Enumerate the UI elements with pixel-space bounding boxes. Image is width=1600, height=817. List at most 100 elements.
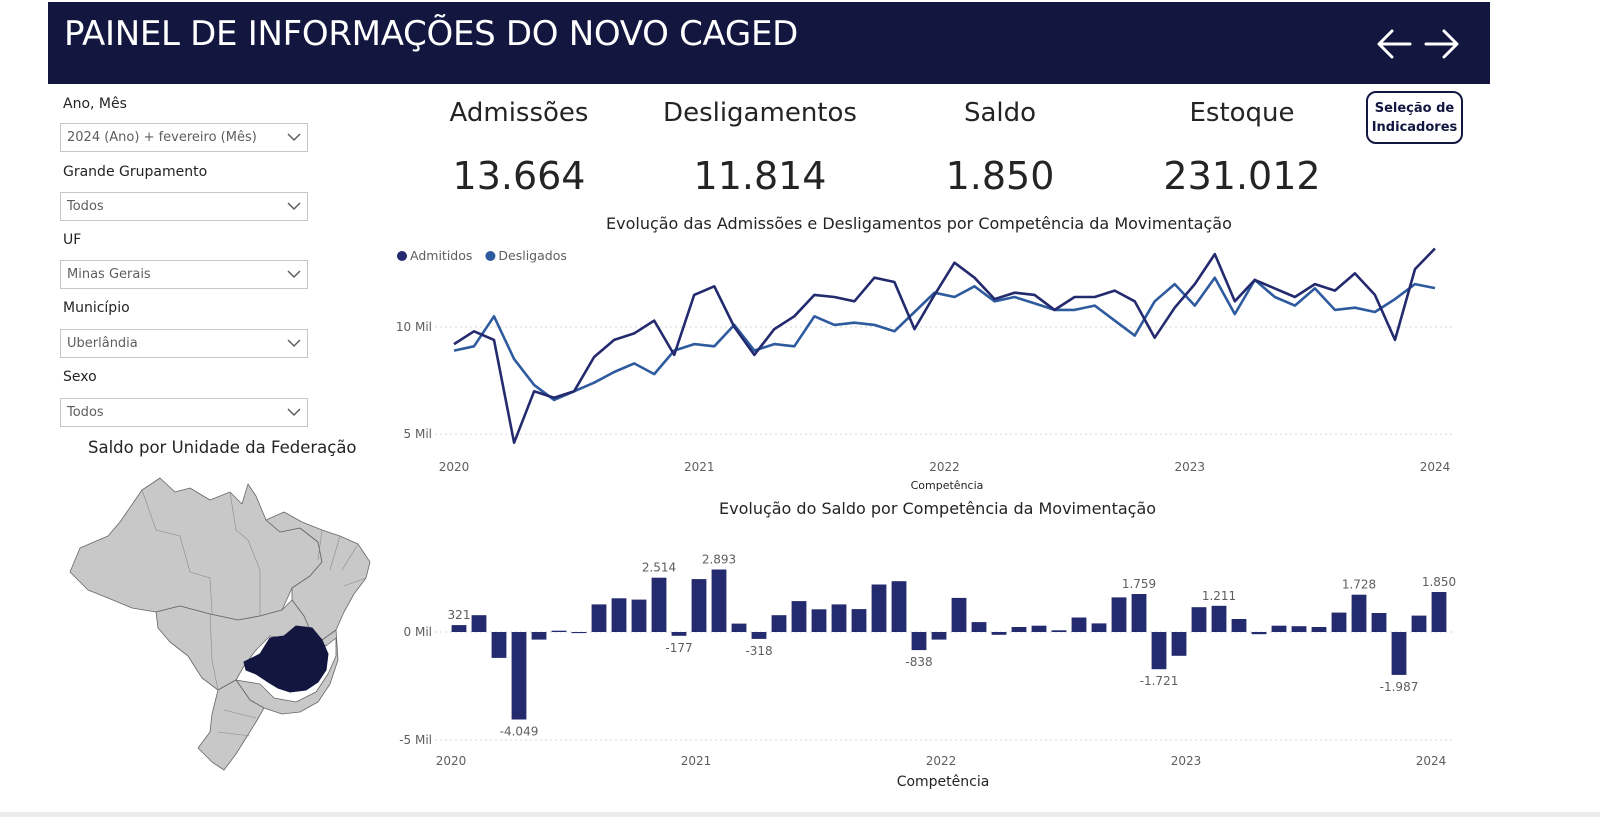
line-chart-title: Evolução das Admissões e Desligamentos p… xyxy=(606,214,1232,233)
kpi-title-desligamentos: Desligamentos xyxy=(663,98,857,128)
map-state-south[interactable] xyxy=(197,679,265,771)
bar-2020-01 xyxy=(451,625,467,632)
bar-2020-08 xyxy=(591,604,607,632)
bar-2021-04 xyxy=(751,632,767,639)
filter-select-sexo[interactable]: Todos xyxy=(60,398,308,427)
map-border xyxy=(141,489,213,615)
bar-2021-09 xyxy=(851,609,867,632)
bar-chart: -5 Mil 0 Mil 2020 2021 2022 2023 2024 Competênc… xyxy=(399,553,1456,790)
legend-label: Desligados xyxy=(498,248,566,263)
bar-2021-01 xyxy=(691,579,707,632)
bar-2020-10 xyxy=(631,599,647,632)
bar-2023-10 xyxy=(1351,594,1367,632)
bar-2021-08 xyxy=(831,604,847,632)
data-label: -1.987 xyxy=(1380,680,1419,694)
indicator-button-line2: Indicadores xyxy=(1371,119,1458,135)
data-label: -1.721 xyxy=(1140,674,1179,688)
x-tick-label: 2022 xyxy=(929,460,960,474)
bar-2023-05 xyxy=(1251,632,1267,635)
bar-2023-09 xyxy=(1331,612,1347,632)
arrow-left-icon[interactable] xyxy=(1374,24,1414,64)
filter-label-grande-grupamento: Grande Grupamento xyxy=(63,164,208,180)
filter-value-ano-mes: 2024 (Ano) + fevereiro (Mês) xyxy=(67,130,257,145)
chevron-down-icon xyxy=(287,339,301,348)
map-state-north[interactable] xyxy=(69,477,323,621)
x-tick-label: 2023 xyxy=(1174,460,1205,474)
data-label: -177 xyxy=(665,641,692,655)
bar-2022-06 xyxy=(1031,625,1047,632)
bar-2023-12 xyxy=(1391,632,1407,675)
filter-select-uf[interactable]: Minas Gerais xyxy=(60,260,308,289)
kpi-title-admissoes: Admissões xyxy=(449,98,589,128)
bar-2023-04 xyxy=(1231,619,1247,632)
bar-2021-02 xyxy=(711,569,727,632)
filter-select-grande-grupamento[interactable]: Todos xyxy=(60,192,308,221)
x-tick-label: 2022 xyxy=(926,754,957,768)
header-bar: PAINEL DE INFORMAÇÕES DO NOVO CAGED xyxy=(48,2,1490,84)
y-tick-label: 10 Mil xyxy=(396,320,432,334)
series-line-desligados xyxy=(453,276,1436,402)
page-title: PAINEL DE INFORMAÇÕES DO NOVO CAGED xyxy=(64,14,799,54)
arrow-right-icon[interactable] xyxy=(1422,24,1462,64)
map-state-minas-gerais[interactable] xyxy=(243,625,329,693)
indicator-button-line1: Seleção de xyxy=(1374,100,1455,116)
filter-value-municipio: Uberlândia xyxy=(67,336,138,351)
bar-2020-03 xyxy=(491,632,507,658)
chevron-down-icon xyxy=(287,270,301,279)
map-border xyxy=(229,491,261,616)
chevron-down-icon xyxy=(287,133,301,142)
kpi-value-estoque: 231.012 xyxy=(1163,154,1321,198)
data-label: -4.049 xyxy=(500,724,539,738)
x-axis-title: Competência xyxy=(897,774,990,790)
bar-2021-07 xyxy=(811,609,827,632)
y-tick-label: -5 Mil xyxy=(399,733,432,747)
kpi-value-desligamentos: 11.814 xyxy=(693,154,827,198)
x-tick-label: 2020 xyxy=(436,754,467,768)
x-tick-label: 2021 xyxy=(684,460,715,474)
bar-2020-06 xyxy=(551,630,567,632)
kpi-value-admissoes: 13.664 xyxy=(452,154,586,198)
chevron-down-icon xyxy=(287,202,301,211)
bar-2022-12 xyxy=(1151,632,1167,670)
bar-2022-03 xyxy=(971,622,987,632)
data-label: 1.759 xyxy=(1122,577,1156,591)
filter-value-sexo: Todos xyxy=(67,405,104,420)
bar-2020-07 xyxy=(571,632,587,634)
x-tick-label: 2021 xyxy=(681,754,712,768)
bar-2023-03 xyxy=(1211,605,1227,632)
map-border xyxy=(217,709,257,737)
bar-2020-09 xyxy=(611,598,627,632)
bar-2022-02 xyxy=(951,597,967,632)
indicator-selection-button[interactable]: Seleção de Indicadores xyxy=(1366,91,1463,144)
data-label: 321 xyxy=(448,608,471,622)
bottom-strip xyxy=(0,812,1600,817)
filter-select-ano-mes[interactable]: 2024 (Ano) + fevereiro (Mês) xyxy=(60,123,308,152)
bar-2021-03 xyxy=(731,623,747,632)
x-tick-label: 2023 xyxy=(1171,754,1202,768)
bar-2023-06 xyxy=(1271,625,1287,632)
map-border xyxy=(209,613,219,691)
bar-2024-02 xyxy=(1431,592,1447,632)
bar-2021-05 xyxy=(771,615,787,632)
bar-2021-10 xyxy=(871,584,887,632)
x-axis-title: Competência xyxy=(911,479,984,492)
bar-2020-11 xyxy=(651,577,667,632)
bar-2020-05 xyxy=(531,632,547,640)
filter-select-municipio[interactable]: Uberlândia xyxy=(60,329,308,358)
bar-2023-02 xyxy=(1191,607,1207,632)
bar-2022-11 xyxy=(1131,594,1147,632)
bar-2022-08 xyxy=(1071,617,1087,632)
data-label: -318 xyxy=(745,644,772,658)
series-line-admitidos xyxy=(453,247,1436,444)
x-tick-label: 2020 xyxy=(439,460,470,474)
filter-value-grande-grupamento: Todos xyxy=(67,199,104,214)
bar-2021-06 xyxy=(791,601,807,632)
bar-2022-07 xyxy=(1051,630,1067,632)
brazil-map xyxy=(69,477,371,771)
bar-2020-12 xyxy=(671,632,687,636)
filter-label-municipio: Município xyxy=(63,300,130,316)
data-label: -838 xyxy=(905,655,932,669)
kpi-title-saldo: Saldo xyxy=(963,98,1037,128)
bar-2022-09 xyxy=(1091,623,1107,632)
legend-label: Admitidos xyxy=(410,248,472,263)
